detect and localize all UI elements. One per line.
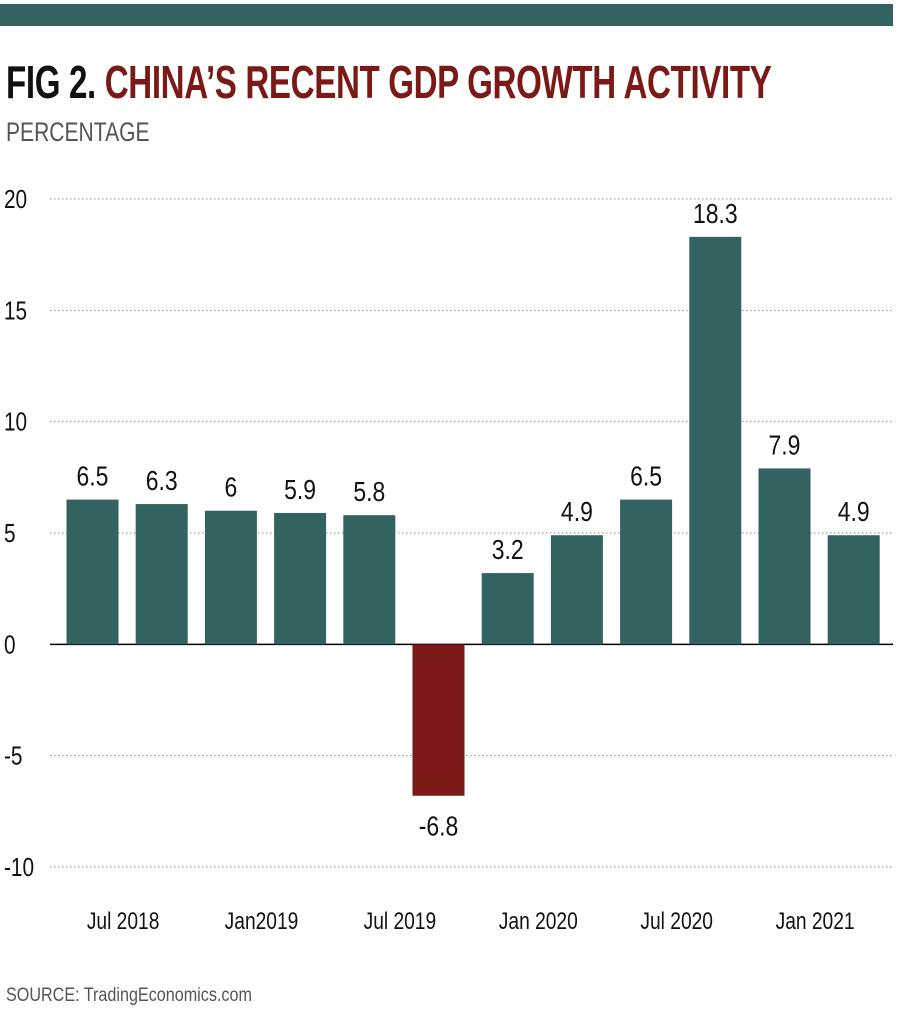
bar-chart: 20 15 10 5 0 -5 -10 6.5 6.3 6 5.9 5.8 -6.8 3.2 4.9 6.5 1… xyxy=(0,0,898,1024)
bar xyxy=(482,573,534,644)
bar xyxy=(413,644,465,795)
x-tick-label: Jan 2020 xyxy=(499,907,578,935)
bar-value-label: 5.8 xyxy=(353,477,385,508)
y-tick-label: 20 xyxy=(4,185,27,214)
y-tick-label: 10 xyxy=(4,407,27,436)
bar-value-label: 18.3 xyxy=(693,199,738,230)
bar xyxy=(620,500,672,645)
bar xyxy=(689,237,741,644)
bar xyxy=(343,515,395,644)
x-tick-label: Jul 2020 xyxy=(640,907,713,935)
bar xyxy=(828,535,880,644)
x-tick-label: Jul 2018 xyxy=(87,907,160,935)
bar xyxy=(551,535,603,644)
source-note: SOURCE: TradingEconomics.com xyxy=(6,984,252,1008)
bar-value-label: -6.8 xyxy=(419,812,459,843)
y-tick-label: 5 xyxy=(4,519,16,548)
x-tick-label: Jan2019 xyxy=(225,907,299,935)
bar-value-label: 4.9 xyxy=(838,497,870,528)
bar-value-label: 5.9 xyxy=(284,475,316,506)
bar xyxy=(759,468,811,644)
bar-value-label: 6.5 xyxy=(77,462,109,493)
bar-value-label: 4.9 xyxy=(561,497,593,528)
bar xyxy=(205,511,257,645)
y-tick-label: 0 xyxy=(4,630,16,659)
x-tick-label: Jan 2021 xyxy=(776,907,855,935)
bar-value-label: 6.3 xyxy=(146,466,178,497)
bar-value-label: 6.5 xyxy=(630,462,662,493)
bar xyxy=(67,500,119,645)
y-tick-label: -10 xyxy=(4,853,34,882)
bar-value-label: 6 xyxy=(225,473,238,504)
bar xyxy=(274,513,326,644)
bar-value-label: 3.2 xyxy=(492,535,524,566)
x-tick-label: Jul 2019 xyxy=(364,907,437,935)
bar xyxy=(136,504,188,644)
y-tick-label: 15 xyxy=(4,296,27,325)
bar-value-label: 7.9 xyxy=(769,430,801,461)
y-tick-label: -5 xyxy=(4,741,22,770)
